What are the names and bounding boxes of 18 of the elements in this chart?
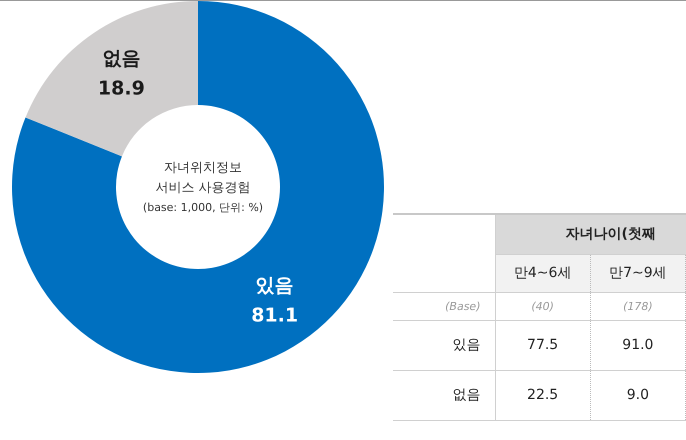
text: (40) bbox=[495, 292, 590, 320]
data-label: 9.0 bbox=[590, 370, 686, 420]
data-label: 18.9 bbox=[98, 77, 145, 100]
slice-label: 있음 bbox=[256, 274, 294, 297]
data-label: 91.0 bbox=[590, 320, 686, 370]
data-label: 22.5 bbox=[495, 370, 590, 420]
slice-label: 없음 bbox=[102, 47, 140, 70]
text: 있음 bbox=[393, 320, 495, 370]
category-label: 만4~6세 bbox=[495, 254, 590, 292]
text: (Base) bbox=[393, 292, 495, 320]
text: (base: 1,000, 단위: %) bbox=[142, 201, 264, 214]
text: 자녀나이(첫째 bbox=[495, 214, 686, 254]
category-label: 만7~9세 bbox=[590, 254, 686, 292]
text: 없음 bbox=[393, 370, 495, 420]
text: 자녀위치정보 서비스 사용경험 bbox=[155, 160, 251, 196]
text: (178) bbox=[590, 292, 686, 320]
data-label: 77.5 bbox=[495, 320, 590, 370]
data-label: 81.1 bbox=[251, 304, 298, 327]
